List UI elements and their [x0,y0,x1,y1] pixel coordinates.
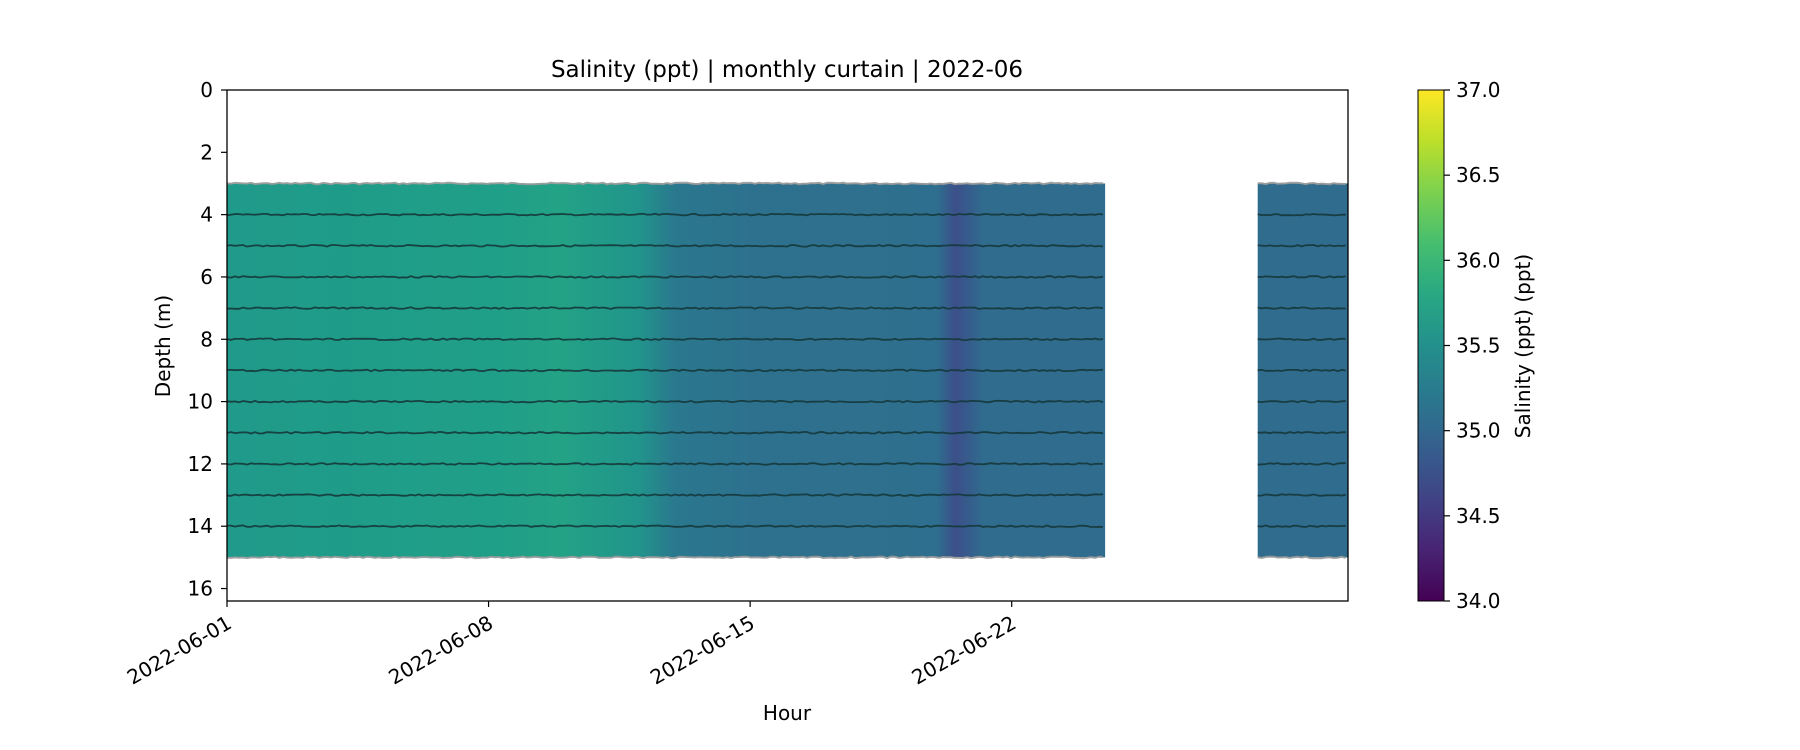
sensor-line [1257,555,1347,560]
y-tick-label: 12 [188,452,213,476]
sensor-line [1257,244,1346,248]
sensor-line [1257,306,1346,310]
y-tick-label: 16 [188,577,213,601]
y-axis: 0 2 4 6 8 10 12 14 16 [188,78,227,601]
x-tick-label: 2022-06-08 [384,611,497,690]
sensor-line [227,493,1104,497]
y-tick-label: 10 [188,390,213,414]
colorbar-ticks: 34.0 34.5 35.0 35.5 36.0 36.5 37.0 [1444,78,1501,613]
plot-frame [226,89,1349,602]
sensor-line [227,462,1104,466]
sensor-line [227,399,1104,404]
sensor-line [227,244,1104,248]
y-tick-label: 6 [200,265,213,289]
colorbar-label: Salinity (ppt) (ppt) [1511,254,1535,438]
sensor-line [1257,493,1346,497]
colorbar-tick-label: 35.5 [1456,334,1501,358]
sensor-line [1257,275,1346,279]
sensor-line [227,306,1104,310]
sensor-lines [227,181,1347,560]
y-tick-label: 4 [200,203,213,227]
x-axis: 2022-06-01 2022-06-08 2022-06-15 2022-06-22 [123,601,1020,689]
colorbar-tick-label: 37.0 [1456,78,1501,102]
sensor-line [227,555,1104,560]
sensor-line [1257,181,1346,186]
y-tick-label: 2 [200,140,213,164]
sensor-line [1257,213,1346,217]
sensor-line [1257,524,1346,528]
x-tick-label: 2022-06-22 [908,611,1021,690]
sensor-line [227,181,1104,186]
colorbar-strip [1417,89,1445,602]
colorbar-tick-label: 34.0 [1456,589,1501,613]
colorbar-tick-label: 35.0 [1456,419,1501,443]
sensor-line [1257,337,1346,341]
sensor-line [227,368,1104,373]
colorbar-tick-label: 34.5 [1456,504,1501,528]
y-tick-label: 8 [200,327,213,351]
colorbar-tick-label: 36.5 [1456,163,1501,187]
y-tick-label: 0 [200,78,213,102]
chart-title: Salinity (ppt) | monthly curtain | 2022-… [551,57,1023,83]
colorbar-tick-label: 36.0 [1456,248,1501,272]
y-tick-label: 14 [188,514,213,538]
x-axis-label: Hour [763,701,812,725]
plot-area [226,89,1349,602]
x-tick-label: 2022-06-15 [646,611,759,690]
colorbar: 34.0 34.5 35.0 35.5 36.0 36.5 37.0 Salinity (p… [1417,78,1535,613]
sensor-line [1257,431,1346,435]
sensor-line [227,275,1104,279]
y-axis-label: Depth (m) [151,295,175,397]
sensor-line [227,430,1104,435]
sensor-line [1257,462,1346,466]
sensor-line [227,212,1104,217]
sensor-line [227,337,1104,342]
sensor-line [227,524,1104,528]
x-tick-label: 2022-06-01 [123,611,236,690]
sensor-line [1257,399,1346,404]
sensor-line [1257,368,1346,373]
